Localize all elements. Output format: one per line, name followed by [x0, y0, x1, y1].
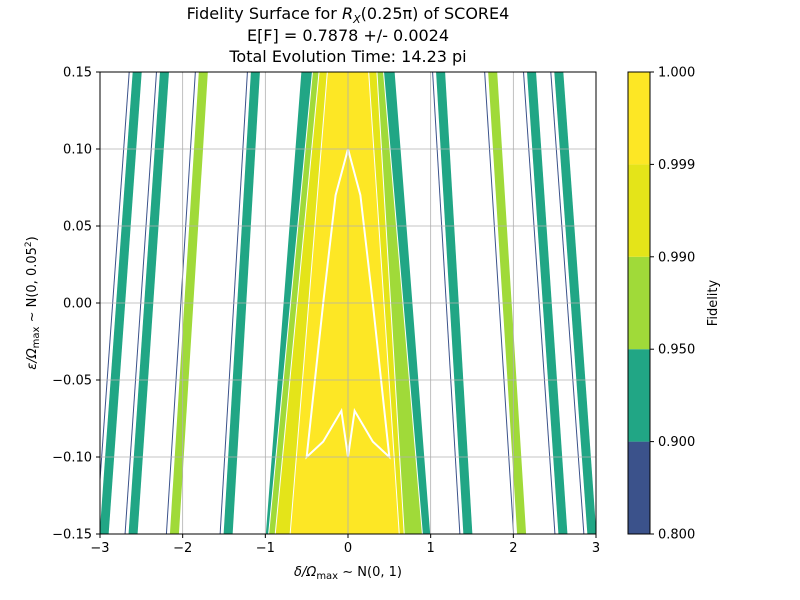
colorbar-tick-label: 0.900 [658, 435, 695, 450]
title-math-symbol: R [341, 4, 354, 23]
y-tick-label: 0.05 [63, 220, 92, 235]
y-axis-label: ε/Ωmax ∼ N(0, 0.052) [24, 236, 42, 369]
x-tick-label: 2 [509, 541, 517, 556]
x-tick-label: −1 [256, 541, 275, 556]
colorbar-tick-label: 0.800 [658, 528, 695, 543]
colorbar-tick-label: 0.950 [658, 343, 695, 358]
x-tick-label: 3 [592, 541, 600, 556]
x-axis: −3 −2 −1 0 1 2 3 [90, 534, 600, 556]
x-tick-label: 0 [344, 541, 352, 556]
y-tick-label: −0.05 [52, 374, 92, 389]
x-axis-label: δ/Ωmax ∼ N(0, 1) [294, 565, 402, 582]
colorbar-label: Fidelity [706, 279, 721, 326]
x-tick-label: 1 [427, 541, 435, 556]
colorbar-band-4 [628, 72, 650, 165]
x-tick-label: −3 [90, 541, 109, 556]
title-math-subscript: X [353, 13, 361, 27]
colorbar-tick-label: 0.999 [658, 158, 695, 173]
colorbar-band-0 [628, 441, 650, 534]
x-tick-label: −2 [173, 541, 192, 556]
colorbar: 0.800 0.900 0.950 0.990 0.999 1.000 [627, 66, 695, 543]
y-tick-label: 0.00 [63, 297, 92, 312]
y-axis: −0.15 −0.10 −0.05 0.00 0.05 0.10 0.15 [52, 66, 100, 543]
y-tick-label: −0.10 [52, 451, 92, 466]
chart-title-line-3: Total Evolution Time: 14.23 pi [229, 47, 467, 66]
title-prefix: Fidelity Surface for [186, 4, 337, 23]
colorbar-tick-label: 1.000 [658, 66, 695, 81]
title-suffix: of SCORE4 [423, 4, 510, 23]
y-tick-label: 0.10 [63, 143, 92, 158]
colorbar-band-2 [628, 256, 650, 350]
colorbar-tick-label: 0.990 [658, 250, 695, 265]
y-tick-label: −0.15 [52, 528, 92, 543]
colorbar-band-3 [628, 164, 650, 257]
chart-title-line-1: Fidelity Surface for RX(0.25π) of SCORE4 [100, 4, 596, 30]
chart-title-line-2: E[F] = 0.7878 +/- 0.0024 [246, 26, 450, 45]
title-math-argument: (0.25π) [360, 4, 419, 23]
colorbar-band-1 [628, 349, 650, 442]
colorbar-frame [627, 71, 651, 535]
y-tick-label: 0.15 [63, 66, 92, 81]
